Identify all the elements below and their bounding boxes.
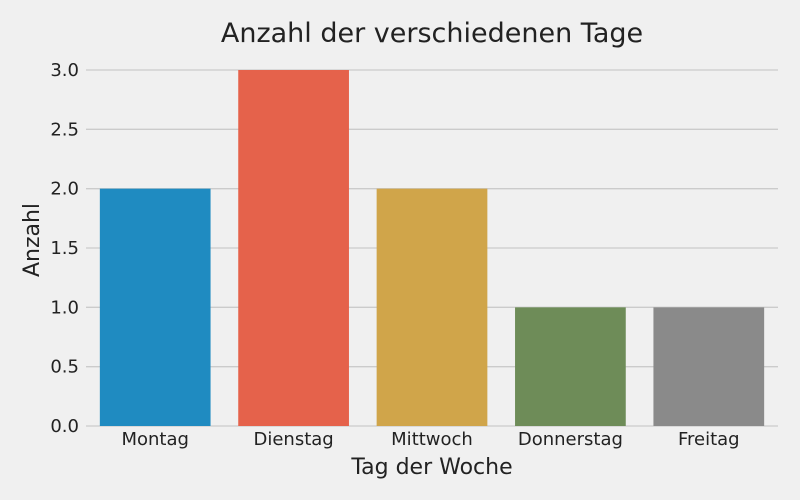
bar-freitag — [653, 307, 765, 426]
x-tick-label-dienstag: Dienstag — [253, 429, 333, 450]
y-tick-label-0: 0.0 — [50, 416, 79, 437]
y-tick-label-5: 2.5 — [50, 119, 79, 140]
y-tick-label-6: 3.0 — [50, 60, 79, 81]
y-tick-label-4: 2.0 — [50, 179, 79, 200]
x-tick-label-donnerstag: Donnerstag — [518, 429, 623, 450]
y-tick-labels: 0.0 0.5 1.0 1.5 2.0 2.5 3.0 — [50, 60, 79, 437]
x-tick-label-mittwoch: Mittwoch — [391, 429, 473, 450]
bar-donnerstag — [515, 307, 626, 426]
y-axis-label: Anzahl — [20, 203, 45, 277]
y-tick-label-3: 1.5 — [50, 238, 79, 259]
bar-mittwoch — [376, 188, 488, 426]
bars — [99, 70, 765, 426]
x-axis-label: Tag der Woche — [350, 455, 512, 480]
x-tick-label-freitag: Freitag — [678, 429, 740, 450]
y-tick-label-1: 0.5 — [50, 357, 79, 378]
y-tick-label-2: 1.0 — [50, 297, 79, 318]
bar-montag — [99, 188, 211, 426]
x-tick-labels: Montag Dienstag Mittwoch Donnerstag Freitag — [121, 429, 739, 450]
bar-dienstag — [238, 70, 349, 426]
x-tick-label-montag: Montag — [121, 429, 188, 450]
chart-title: Anzahl der verschiedenen Tage — [221, 18, 643, 49]
